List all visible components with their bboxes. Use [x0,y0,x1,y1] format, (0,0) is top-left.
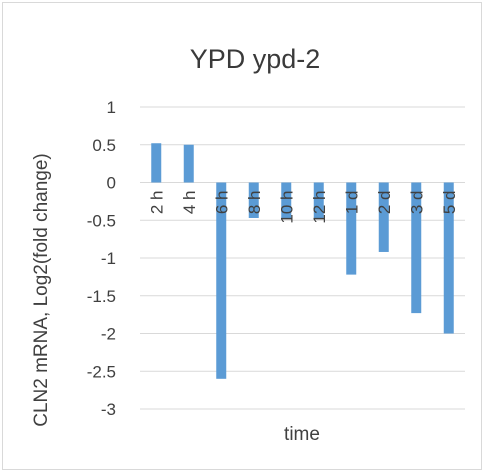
y-tick-label-1: 0.5 [92,136,116,155]
y-tick-label-8: -3 [101,400,116,419]
x-tick-label-4: 10 h [277,191,296,224]
x-tick-label-5: 12 h [310,191,329,224]
bar-9 [443,182,454,334]
chart-frame [2,2,482,470]
x-tick-label-0: 2 h [147,191,166,215]
x-tick-label-6: 1 d [342,191,361,215]
bar-5 [313,182,324,219]
y-tick-label-3: -0.5 [87,211,116,230]
bar-3 [248,182,259,218]
gridlines [140,106,465,410]
bar-6 [346,182,357,275]
y-tick-labels: 1 0.5 0 -0.5 -1 -1.5 -2 -2.5 -3 [87,98,116,419]
x-tick-labels: 2 h 4 h 6 h 8 h 10 h 12 h 1 d 2 d 3 d 5 d [147,191,459,224]
y-tick-label-4: -1 [101,249,116,268]
bar-8 [411,182,422,314]
y-tick-label-7: -2.5 [87,362,116,381]
bars [151,143,454,379]
x-tick-label-9: 5 d [440,191,459,215]
y-tick-label-5: -1.5 [87,287,116,306]
x-tick-label-2: 6 h [212,191,231,215]
x-tick-label-3: 8 h [245,191,264,215]
chart-title: YPD ypd-2 [190,44,321,74]
bar-7 [378,182,389,252]
bar-0 [151,143,162,183]
y-axis-label: CLN2 mRNA, Log2(fold change) [31,153,52,427]
x-tick-label-7: 2 d [375,191,394,215]
x-tick-label-1: 4 h [180,191,199,215]
bar-2 [216,182,227,379]
bar-4 [281,182,292,218]
y-tick-label-0: 1 [107,98,116,117]
y-tick-label-6: -2 [101,325,116,344]
x-axis-label: time [284,424,320,445]
bar-1 [183,144,194,183]
x-tick-label-8: 3 d [407,191,426,215]
y-tick-label-2: 0 [107,174,116,193]
